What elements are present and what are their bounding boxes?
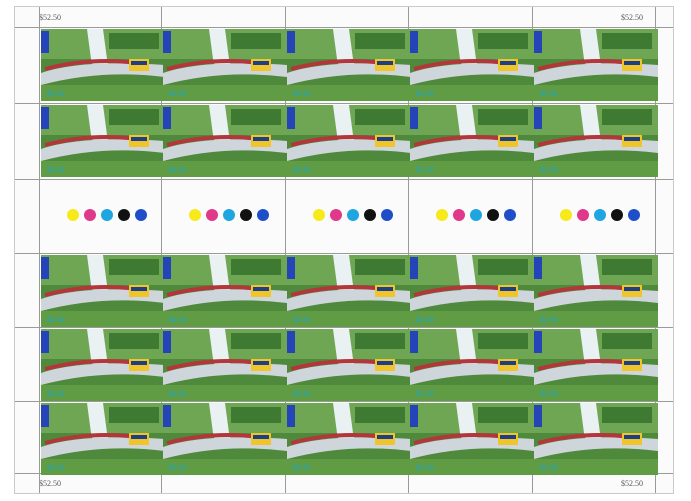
registration-dot	[560, 209, 572, 221]
stamp-denomination: $2.50	[540, 317, 558, 324]
stamp-denomination: $2.50	[293, 91, 311, 98]
registration-dot	[330, 209, 342, 221]
stamp-denomination: $2.50	[293, 167, 311, 174]
colour-registration-dots	[67, 209, 147, 223]
registration-dot	[240, 209, 252, 221]
stamp-denomination: $2.50	[47, 391, 65, 398]
registration-dot	[118, 209, 130, 221]
stamp-image: $2.50	[410, 105, 534, 177]
sheet-value-bottom-left: $52.50	[39, 479, 61, 488]
stamp-denomination: $2.50	[416, 91, 434, 98]
registration-dot	[101, 209, 113, 221]
stamp-image: $2.50	[41, 29, 165, 101]
registration-dot	[67, 209, 79, 221]
stamp-denomination: $2.50	[169, 391, 187, 398]
sheet-value-top-left: $52.50	[39, 13, 61, 22]
stamp-denomination: $2.50	[416, 465, 434, 472]
stamp-image: $2.50	[534, 29, 658, 101]
stamp-denomination: $2.50	[293, 465, 311, 472]
colour-registration-dots	[560, 209, 640, 223]
stamp-denomination: $2.50	[540, 91, 558, 98]
stamp-image: $2.50	[163, 29, 287, 101]
stamp-image: $2.50	[287, 105, 411, 177]
perforation-row-line	[15, 253, 673, 254]
perforation-row-line	[15, 401, 673, 402]
stamp-image: $2.50	[534, 329, 658, 401]
perforation-row-line	[15, 179, 673, 180]
perforation-column-line	[408, 7, 409, 493]
stamp-image: $2.50	[534, 403, 658, 475]
registration-dot	[470, 209, 482, 221]
colour-registration-dots	[189, 209, 269, 223]
registration-dot	[223, 209, 235, 221]
registration-dot	[611, 209, 623, 221]
stamp-image: $2.50	[41, 329, 165, 401]
stamp-denomination: $2.50	[293, 391, 311, 398]
stamp-denomination: $2.50	[540, 465, 558, 472]
perforation-row-line	[15, 27, 673, 28]
stamp-denomination: $2.50	[416, 317, 434, 324]
registration-dot	[347, 209, 359, 221]
registration-dot	[189, 209, 201, 221]
registration-dot	[594, 209, 606, 221]
registration-dot	[135, 209, 147, 221]
stamp-sheet: $52.50 $52.50 $52.50 $52.50 $2.50 $2.50	[14, 6, 674, 494]
perforation-row-line	[15, 327, 673, 328]
stamp-denomination: $2.50	[169, 465, 187, 472]
stamp-denomination: $2.50	[47, 465, 65, 472]
perforation-column-line	[655, 7, 656, 493]
stamp-denomination: $2.50	[169, 91, 187, 98]
registration-dot	[487, 209, 499, 221]
stamp-image: $2.50	[163, 329, 287, 401]
stamp-image: $2.50	[410, 329, 534, 401]
stamp-denomination: $2.50	[47, 91, 65, 98]
perforation-column-line	[285, 7, 286, 493]
stamp-denomination: $2.50	[169, 317, 187, 324]
registration-dot	[206, 209, 218, 221]
registration-dot	[436, 209, 448, 221]
registration-dot	[313, 209, 325, 221]
registration-dot	[364, 209, 376, 221]
registration-dot	[453, 209, 465, 221]
stamp-image: $2.50	[410, 403, 534, 475]
stamp-denomination: $2.50	[540, 167, 558, 174]
sheet-value-bottom-right: $52.50	[621, 479, 643, 488]
stamp-image: $2.50	[163, 403, 287, 475]
stamp-denomination: $2.50	[416, 391, 434, 398]
stamp-image: $2.50	[163, 255, 287, 327]
stamp-image: $2.50	[534, 255, 658, 327]
registration-dot	[257, 209, 269, 221]
stamp-image: $2.50	[410, 255, 534, 327]
stamp-image: $2.50	[287, 403, 411, 475]
stamp-image: $2.50	[287, 329, 411, 401]
perforation-column-line	[161, 7, 162, 493]
stamp-image: $2.50	[41, 105, 165, 177]
stamp-denomination: $2.50	[47, 317, 65, 324]
stamp-image: $2.50	[163, 105, 287, 177]
colour-registration-dots	[436, 209, 516, 223]
stamp-image: $2.50	[41, 255, 165, 327]
stamp-image: $2.50	[41, 403, 165, 475]
colour-registration-dots	[313, 209, 393, 223]
stamp-denomination: $2.50	[169, 167, 187, 174]
registration-dot	[628, 209, 640, 221]
perforation-column-line	[532, 7, 533, 493]
registration-dot	[381, 209, 393, 221]
registration-dot	[577, 209, 589, 221]
registration-dot	[84, 209, 96, 221]
stamp-image: $2.50	[534, 105, 658, 177]
sheet-value-top-right: $52.50	[621, 13, 643, 22]
stamp-image: $2.50	[287, 255, 411, 327]
perforation-column-line	[39, 7, 40, 493]
stamp-denomination: $2.50	[416, 167, 434, 174]
perforation-row-line	[15, 103, 673, 104]
stamp-denomination: $2.50	[47, 167, 65, 174]
stamp-image: $2.50	[287, 29, 411, 101]
stamp-image: $2.50	[410, 29, 534, 101]
stamp-denomination: $2.50	[540, 391, 558, 398]
registration-dot	[504, 209, 516, 221]
stamp-denomination: $2.50	[293, 317, 311, 324]
